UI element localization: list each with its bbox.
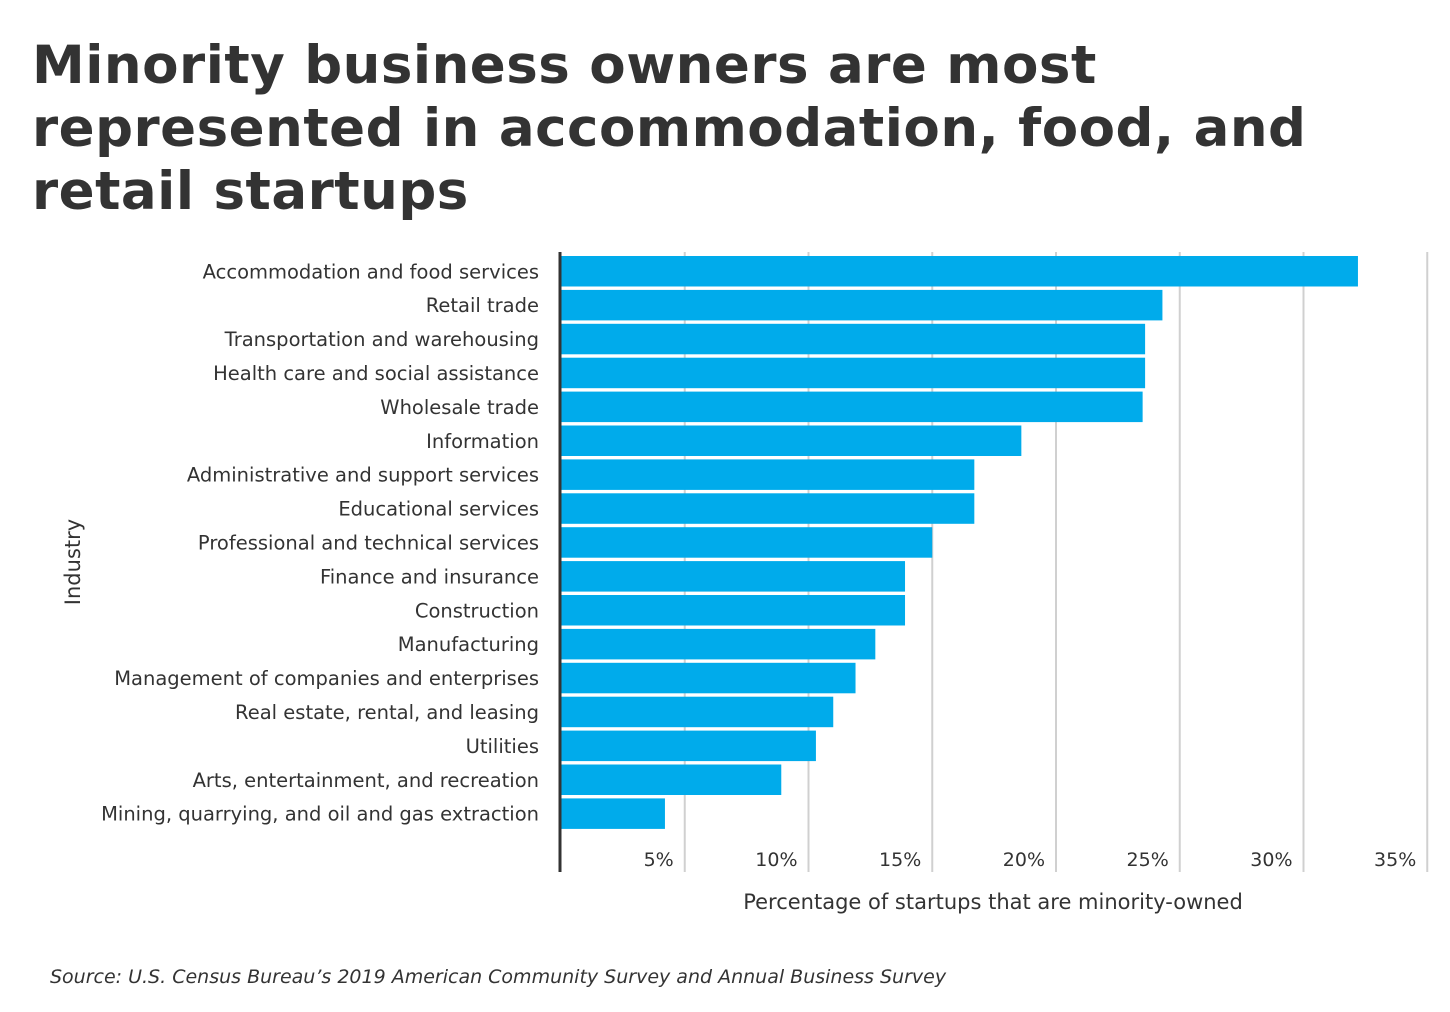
- y-category-label: Professional and technical services: [198, 531, 539, 554]
- y-category-label: Health care and social assistance: [213, 362, 539, 385]
- y-category-label: Arts, entertainment, and recreation: [193, 769, 539, 792]
- x-tick-label: 20%: [1003, 849, 1045, 871]
- bar: [561, 323, 1146, 355]
- x-tick-label: 15%: [879, 849, 921, 871]
- bar: [561, 798, 665, 829]
- y-category-label: Accommodation and food services: [203, 260, 539, 283]
- y-category-label: Construction: [415, 599, 539, 622]
- y-axis-title: Industry: [61, 519, 85, 605]
- bar: [561, 595, 906, 626]
- source-note: Source: U.S. Census Bureau’s 2019 Americ…: [50, 966, 947, 988]
- bar: [561, 289, 1163, 321]
- bar: [561, 391, 1143, 423]
- y-category-label: Information: [426, 430, 539, 453]
- bar: [561, 493, 975, 524]
- y-category-label: Utilities: [466, 735, 539, 758]
- x-tick-label: 25%: [1127, 849, 1169, 871]
- bar: [561, 425, 1022, 456]
- bar: [561, 527, 933, 558]
- y-category-label: Manufacturing: [398, 633, 539, 656]
- x-tick-label: 35%: [1374, 849, 1416, 871]
- bar: [561, 628, 876, 660]
- y-category-label: Educational services: [338, 498, 539, 521]
- chart-title: Minority business owners are most repres…: [32, 35, 1307, 222]
- bar: [561, 730, 816, 762]
- y-category-label: Finance and insurance: [320, 565, 539, 588]
- bar: [561, 357, 1146, 389]
- bar: [561, 696, 834, 728]
- x-tick-label: 10%: [755, 849, 797, 871]
- bar: [561, 662, 856, 694]
- y-category-label: Wholesale trade: [380, 396, 539, 419]
- y-category-label: Management of companies and enterprises: [114, 667, 539, 690]
- y-category-label: Administrative and support services: [187, 464, 539, 487]
- x-tick-label: 30%: [1250, 849, 1292, 871]
- y-category-label: Transportation and warehousing: [224, 328, 539, 351]
- bar: [561, 459, 975, 490]
- bar: [561, 256, 1358, 287]
- y-category-label: Retail trade: [426, 294, 539, 317]
- x-tick-label: 5%: [644, 849, 674, 871]
- x-axis-title: Percentage of startups that are minority…: [743, 890, 1243, 914]
- y-category-label: Real estate, rental, and leasing: [235, 701, 539, 724]
- y-category-label: Mining, quarrying, and oil and gas extra…: [101, 803, 539, 826]
- bar: [561, 764, 782, 795]
- bar: [561, 561, 906, 592]
